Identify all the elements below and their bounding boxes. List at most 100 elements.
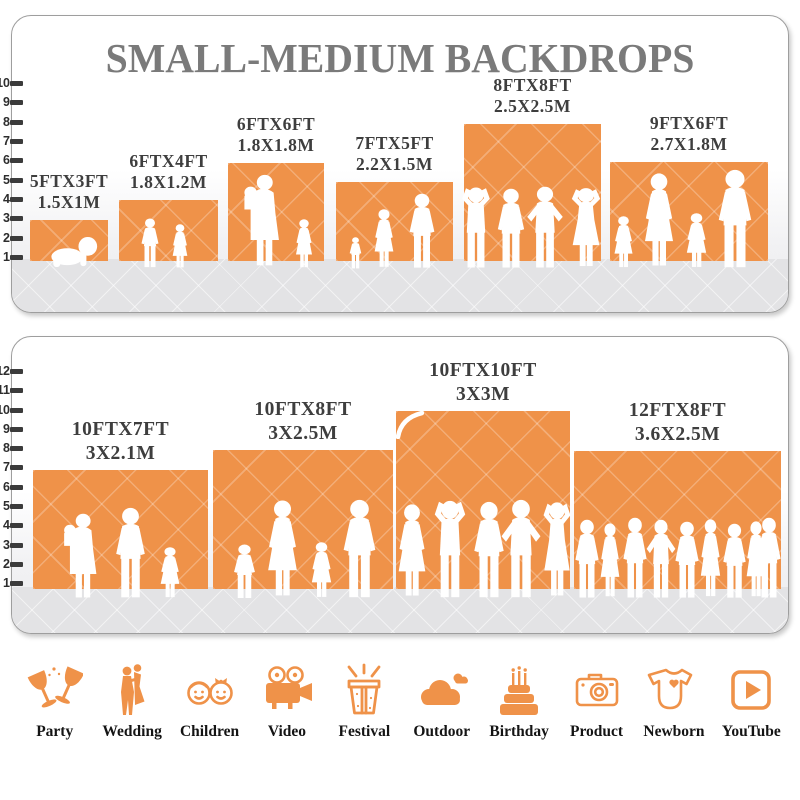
ruler-tick-mark [10,388,23,393]
size-ft: 10FTX7FT [71,419,170,440]
ruler-tick-label: 2 [3,231,10,245]
size-m: 3X2.1M [85,442,156,464]
size-ft: 9FTX6FT [649,113,729,133]
category-outdoor: Outdoor [403,662,480,741]
ruler-tick-label: 2 [3,557,10,571]
ruler-tick-mark [10,543,23,548]
category-label: Video [267,723,307,740]
ruler-tick-mark [10,446,23,451]
size-m: 3.6X2.5M [634,423,721,445]
category-birthday: Birthday [480,662,557,741]
ruler-tick-label: 1 [3,576,10,590]
category-label: Festival [338,723,391,740]
backdrop-6x4 [119,200,218,261]
ruler-tick-mark [10,255,23,260]
ruler-tick: 6 [0,153,26,167]
people-silhouette [614,169,752,268]
category-row: Party Wedding Children [16,662,790,741]
backdrop-label: 7FTX5FT 2.2X1.5M [306,133,483,176]
ruler-tick-mark [10,427,23,432]
size-m: 1.8X1.8M [237,135,315,156]
backdrop-label: 12FTX8FT 3.6X2.5M [544,399,788,447]
ruler-tick-mark [10,120,23,125]
ruler-tick-label: 1 [3,250,10,264]
video-icon [265,666,312,709]
backdrop-label: 9FTX6FT 2.7X1.8M [580,113,788,156]
ruler-tick-label: 9 [3,422,10,436]
ruler-tick: 9 [0,422,26,436]
ruler-tick-label: 9 [3,95,10,109]
ruler-tick-label: 4 [3,518,10,532]
ruler-tick-label: 6 [3,480,10,494]
backdrop-label: 10FTX7FT 3X2.1M [13,418,228,466]
ruler-tick-mark [10,504,23,509]
ruler-tick: 3 [0,538,26,552]
size-ft: 10FTX8FT [254,399,352,420]
ruler-tick-label: 7 [3,134,10,148]
ruler-tick-label: 8 [3,115,10,129]
ruler-tick: 5 [0,173,26,187]
ruler-tick: 11 [0,383,26,397]
ruler-tick: 1 [0,576,26,590]
size-ft: 6FTX4FT [129,151,208,171]
category-label: YouTube [721,723,781,740]
backdrop-label: 8FTX8FT 2.5X2.5M [434,75,631,118]
ruler-tick-mark [10,523,23,528]
size-ft: 6FTX6FT [236,114,316,134]
ruler-tick-label: 3 [3,211,10,225]
ruler-tick-label: 4 [3,192,10,206]
backdrop-6x6 [228,163,324,261]
wedding-icon [121,664,145,715]
size-m: 1.5X1M [37,192,101,213]
product-icon [575,673,618,707]
corner-curl [396,411,424,439]
ruler-tick: 6 [0,480,26,494]
baby-silhouette [51,236,98,268]
crowd-silhouette [575,517,781,598]
people-silhouette [462,186,601,268]
ruler-tick-label: 10 [0,403,10,417]
newborn-icon [647,668,693,710]
ruler-tick-mark [10,81,23,86]
size-m: 1.8X1.2M [130,172,207,193]
category-label: Birthday [489,723,549,740]
backdrop-label: 6FTX4FT 1.8X1.2M [89,151,248,194]
ruler-tick: 7 [0,460,26,474]
backdrop-10x7 [33,470,208,589]
party-icon [27,666,83,708]
people-silhouette [349,193,435,269]
ruler-tick: 4 [0,192,26,206]
festival-icon [347,663,381,715]
category-label: Wedding [102,723,162,740]
ruler-tick-mark [10,139,23,144]
size-ft: 12FTX8FT [628,400,727,421]
size-ft: 10FTX10FT [429,360,537,381]
category-children: Children [171,662,248,741]
small-medium-panel: SMALL-MEDIUM BACKDROPS 5FTX3FT 1.5X1M 6F… [11,15,789,313]
size-ft: 7FTX5FT [355,133,434,153]
ruler-tick-mark [10,197,23,202]
size-ft: 8FTX8FT [493,75,572,95]
people-silhouette [398,499,571,598]
people-silhouette [244,174,312,268]
ruler-tick-mark [10,100,23,105]
size-m: 3X3M [456,383,510,405]
ruler-tick-label: 11 [0,383,10,397]
ruler-tick-mark [10,158,23,163]
size-m: 2.5X2.5M [494,96,571,117]
ruler-tick-mark [10,562,23,567]
ruler-tick-label: 3 [3,538,10,552]
ruler-tick-mark [10,178,23,183]
ruler-tick-label: 10 [0,76,10,90]
ruler-tick-label: 6 [3,153,10,167]
backdrop-label: 10FTX8FT 3X2.5M [183,398,423,446]
youtube-icon [731,670,772,710]
category-festival: Festival [326,662,403,741]
category-youtube: YouTube [713,662,790,741]
ruler-tick: 2 [0,231,26,245]
page-title: SMALL-MEDIUM BACKDROPS [105,35,695,81]
ruler-tick-mark [10,369,23,374]
category-label: Children [179,723,240,740]
category-newborn: Newborn [635,662,712,741]
ruler-tick: 5 [0,499,26,513]
